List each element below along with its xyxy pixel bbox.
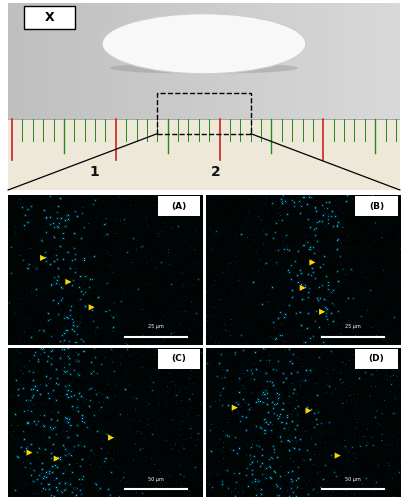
Text: X: X — [44, 11, 54, 24]
Text: (A): (A) — [171, 202, 187, 210]
Ellipse shape — [102, 14, 306, 74]
Bar — [24, 6, 75, 28]
Bar — [355, 196, 398, 216]
Text: (D): (D) — [369, 354, 384, 364]
Bar — [157, 92, 251, 134]
Bar — [355, 349, 398, 368]
Text: 2: 2 — [211, 165, 221, 179]
Bar — [8, 118, 400, 190]
Text: 1: 1 — [89, 165, 99, 179]
Bar — [158, 196, 200, 216]
Text: 25 µm: 25 µm — [345, 324, 361, 329]
Text: 25 µm: 25 µm — [148, 324, 164, 329]
Text: 50 µm: 50 µm — [148, 477, 164, 482]
Bar — [158, 349, 200, 368]
Text: (B): (B) — [369, 202, 384, 210]
Ellipse shape — [110, 62, 298, 74]
Text: (C): (C) — [172, 354, 186, 364]
Text: 50 µm: 50 µm — [345, 477, 361, 482]
